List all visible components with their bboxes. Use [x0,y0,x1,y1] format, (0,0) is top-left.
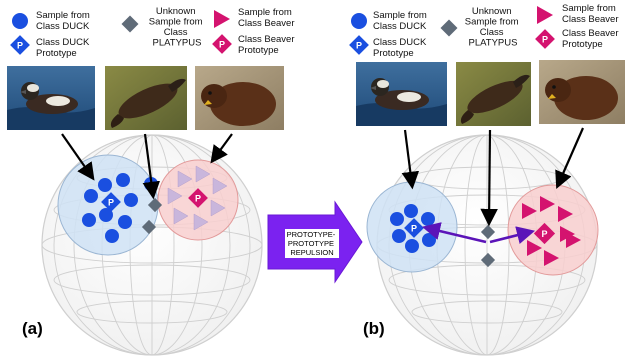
legend-beaver-sample: Sample from Class Beaver [238,7,295,29]
legend-duck-sample: Sample from Class DUCK [373,10,430,32]
duck-prototype-legend-icon [349,35,369,55]
beaver-samples-a [167,165,228,231]
platypus-samples-a [141,197,163,235]
duck-sample-legend-icon [12,13,28,29]
svg-text:P: P [195,194,201,204]
prototype-marker: P [219,40,225,50]
photo-arrows-b [401,127,585,227]
svg-text:P: P [411,224,417,234]
panel-label-b: (b) [363,319,385,338]
beaver-samples-b [522,196,581,266]
beaver-cluster-b [507,184,599,276]
duck-sample-legend-icon [351,13,367,29]
legend-duck-prototype: Class DUCK Prototype [373,37,429,59]
platypus-photo [105,66,187,130]
legend-duck-sample: Sample from Class DUCK [36,10,93,32]
legend-platypus-sample: Unknown Sample from Class PLATYPUS [149,6,206,49]
legend-beaver-prototype: Class Beaver Prototype [238,34,297,56]
svg-text:P: P [108,198,114,208]
svg-text:P: P [541,229,547,239]
panel-b: Sample from Class DUCK P Class DUCK Prot… [349,3,625,356]
legend-a: Sample from Class DUCK P Class DUCK Prot… [10,6,297,59]
repulsion-arrow: PROTOTYPE- PROTOTYPE REPULSION [267,200,363,284]
legend-beaver-prototype: Class Beaver Prototype [562,28,621,50]
panel-label-a: (a) [22,319,43,338]
prototype-marker: P [542,35,548,45]
beaver-sample-legend-icon [537,6,553,24]
prototype-marker: P [356,41,362,51]
beaver-prototype-b: P [533,222,556,245]
legend-beaver-sample: Sample from Class Beaver [562,3,619,25]
duck-samples-a [82,173,158,243]
duck-photo [7,66,95,130]
repulsion-label: PROTOTYPE- PROTOTYPE REPULSION [287,230,338,257]
platypus-samples-b [480,224,496,268]
panel-a: Sample from Class DUCK P Class DUCK Prot… [7,6,297,356]
beaver-prototype-a: P [188,188,208,208]
duck-prototype-b: P [404,218,424,238]
platypus-sample-legend-icon [121,15,139,33]
platypus-photo [456,62,531,126]
prototype-marker: P [17,41,23,51]
legend-duck-prototype: Class DUCK Prototype [36,37,92,59]
legend-platypus-sample: Unknown Sample from Class PLATYPUS [465,6,522,49]
prototype-repulsion-arrows [421,222,536,244]
beaver-photo [539,60,625,124]
duck-photo [356,62,447,126]
photo-arrows-a [61,133,233,200]
beaver-sample-legend-icon [214,10,230,28]
legend-b: Sample from Class DUCK P Class DUCK Prot… [349,3,621,59]
beaver-photo [195,66,284,130]
platypus-sample-legend-icon [440,19,458,37]
duck-prototype-a: P [101,192,121,212]
